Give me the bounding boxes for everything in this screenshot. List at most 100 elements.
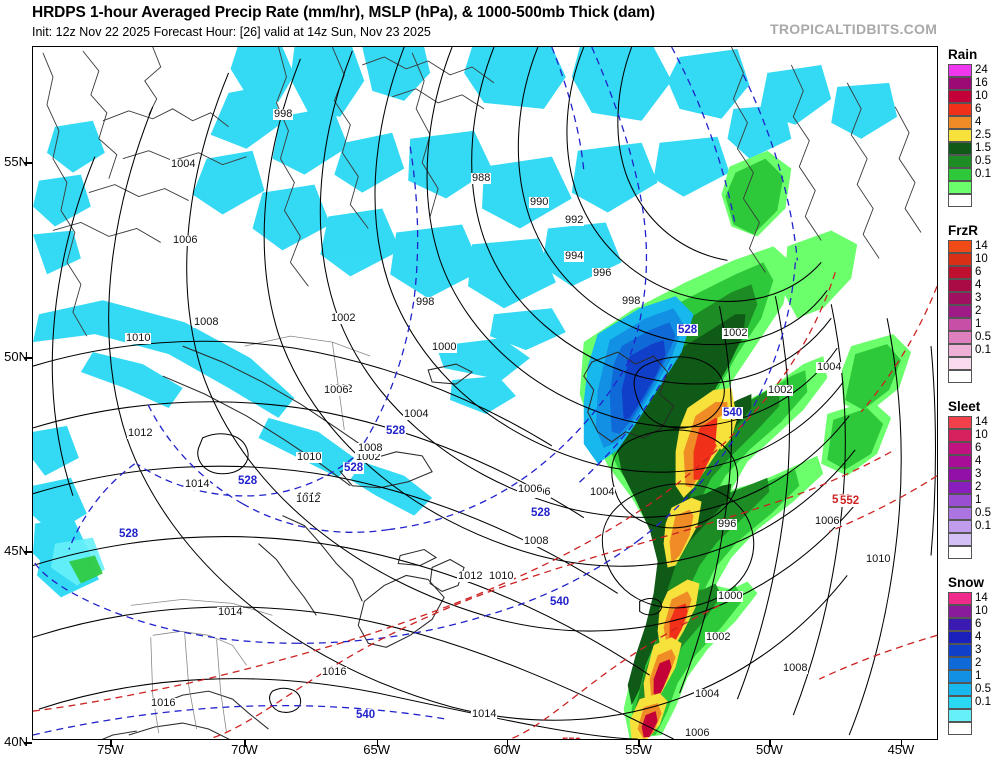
longitude-tick-label: 50W bbox=[756, 742, 783, 757]
legend-row bbox=[948, 194, 991, 207]
legend-color-swatch bbox=[948, 266, 972, 279]
legend-frzr: FrzR 14 10 6 4 3 2 1 0.5 0.1 bbox=[948, 224, 991, 383]
legend-color-swatch bbox=[948, 709, 972, 722]
legend-color-swatch bbox=[948, 240, 972, 253]
legend-color-swatch bbox=[948, 683, 972, 696]
legend-value-label: 1 bbox=[975, 670, 982, 682]
mslp-contour-label: 1004 bbox=[403, 408, 430, 420]
legend-color-swatch bbox=[948, 142, 972, 155]
mslp-contour-label: 1006 bbox=[517, 483, 544, 495]
mslp-contour-label: 1002 bbox=[705, 631, 732, 643]
legend-value-label: 4 bbox=[975, 631, 982, 643]
mslp-contour-label: 1012 bbox=[127, 427, 154, 439]
legend-color-swatch bbox=[948, 455, 972, 468]
latitude-tick-label: 45N bbox=[4, 543, 28, 558]
legend-value-label: 14 bbox=[975, 240, 988, 252]
thickness-contour-label: 528 bbox=[118, 528, 140, 540]
legend-value-label: 6 bbox=[975, 618, 982, 630]
legend-value-label: 10 bbox=[975, 429, 988, 441]
legend-swatches: 14 10 6 4 3 2 1 0.5 0.1 bbox=[948, 240, 991, 383]
legend-row: 0.5 bbox=[948, 155, 991, 168]
legend-value-label: 3 bbox=[975, 292, 982, 304]
legend-row: 6 bbox=[948, 442, 991, 455]
legend-color-swatch bbox=[948, 468, 972, 481]
mslp-contour-label: 992 bbox=[564, 214, 585, 226]
legend-color-swatch bbox=[948, 129, 972, 142]
legend-row: 10 bbox=[948, 90, 991, 103]
legend-row: 4 bbox=[948, 631, 991, 644]
page-title: HRDPS 1-hour Averaged Precip Rate (mm/hr… bbox=[32, 4, 655, 21]
legend-row: 10 bbox=[948, 253, 991, 266]
legend-color-swatch bbox=[948, 631, 972, 644]
forecast-subtitle: Init: 12z Nov 22 2025 Forecast Hour: [26… bbox=[32, 25, 431, 39]
legend-row: 0.5 bbox=[948, 507, 991, 520]
longitude-tick-label: 45W bbox=[887, 742, 915, 757]
mslp-contour-label: 1014 bbox=[184, 478, 211, 490]
legend-swatches: 14 10 6 4 3 2 1 0.5 0.1 bbox=[948, 592, 991, 735]
watermark: TROPICALTIDBITS.COM bbox=[770, 21, 938, 37]
legend-color-swatch bbox=[948, 168, 972, 181]
thickness-contours-cold bbox=[33, 47, 798, 736]
mslp-contour-label: 990 bbox=[529, 196, 550, 208]
map-svg bbox=[33, 47, 937, 739]
thickness-contour-label: 540 bbox=[549, 596, 571, 608]
legend-value-label: 24 bbox=[975, 64, 988, 76]
legend-color-swatch bbox=[948, 77, 972, 90]
mslp-contour-label: 1012 bbox=[295, 493, 322, 505]
mslp-contour-label: 994 bbox=[564, 250, 585, 262]
thickness-contours-warm bbox=[33, 272, 937, 739]
legend-color-swatch bbox=[948, 318, 972, 331]
map-canvas[interactable]: 998 988 990 992 994 996 998 998 1000 1002 1004 1006… bbox=[32, 46, 938, 740]
legend-value-label: 2.5 bbox=[975, 129, 991, 141]
latitude-tick-label: 50N bbox=[4, 349, 28, 364]
legend-row: 4 bbox=[948, 455, 991, 468]
legend-color-swatch bbox=[948, 533, 972, 546]
mslp-contour-label: 1010 bbox=[296, 451, 323, 463]
mslp-contour-label: 1016 bbox=[321, 666, 348, 678]
legend-row: 1 bbox=[948, 670, 991, 683]
legend-color-swatch bbox=[948, 194, 972, 207]
longitude-tick bbox=[376, 740, 379, 747]
legend-color-swatch bbox=[948, 305, 972, 318]
mslp-contour-label: 1000 bbox=[431, 341, 458, 353]
legend-row: 0.1 bbox=[948, 168, 991, 181]
legend-row bbox=[948, 546, 991, 559]
legend-color-swatch bbox=[948, 696, 972, 709]
mslp-contour-label: 998 bbox=[415, 296, 436, 308]
legend-row: 6 bbox=[948, 618, 991, 631]
legend-row bbox=[948, 722, 991, 735]
legend-color-swatch bbox=[948, 292, 972, 305]
legend-row: 1 bbox=[948, 318, 991, 331]
legend-row: 2 bbox=[948, 481, 991, 494]
legend-value-label: 0.5 bbox=[975, 155, 991, 167]
legend-sleet: Sleet 14 10 6 4 3 2 1 0.5 0.1 bbox=[948, 400, 991, 559]
legend-title-sleet: Sleet bbox=[948, 399, 981, 414]
legend-color-swatch bbox=[948, 429, 972, 442]
mslp-contour-label: 1008 bbox=[523, 535, 550, 547]
mslp-contour-label: 1004 bbox=[170, 158, 197, 170]
mslp-contour-label: 1014 bbox=[217, 606, 244, 618]
legend-value-label: 0.5 bbox=[975, 683, 991, 695]
mslp-contour-label: 1006 bbox=[323, 384, 350, 396]
thickness-contour-label: 528 bbox=[677, 324, 699, 336]
legend-swatches: 14 10 6 4 3 2 1 0.5 0.1 bbox=[948, 416, 991, 559]
legend-color-swatch bbox=[948, 103, 972, 116]
legend-row: 1.5 bbox=[948, 142, 991, 155]
mslp-contour-label: 996 bbox=[717, 518, 738, 530]
legend-row: 10 bbox=[948, 429, 991, 442]
legend-row: 0.1 bbox=[948, 696, 991, 709]
legend-color-swatch bbox=[948, 546, 972, 559]
legend-value-label: 4 bbox=[975, 116, 982, 128]
mslp-contour-label: 996 bbox=[592, 267, 613, 279]
legend-row bbox=[948, 533, 991, 546]
legend-row: 0.1 bbox=[948, 344, 991, 357]
mslp-contour-label: 1002 bbox=[767, 384, 794, 396]
mslp-contour-label: 1010 bbox=[488, 570, 515, 582]
legend-row: 1 bbox=[948, 494, 991, 507]
longitude-tick bbox=[110, 740, 112, 747]
legend-color-swatch bbox=[948, 605, 972, 618]
legend-color-swatch bbox=[948, 370, 972, 383]
longitude-tick bbox=[506, 740, 509, 747]
legend-row: 4 bbox=[948, 116, 991, 129]
legend-value-label: 0.1 bbox=[975, 520, 991, 532]
